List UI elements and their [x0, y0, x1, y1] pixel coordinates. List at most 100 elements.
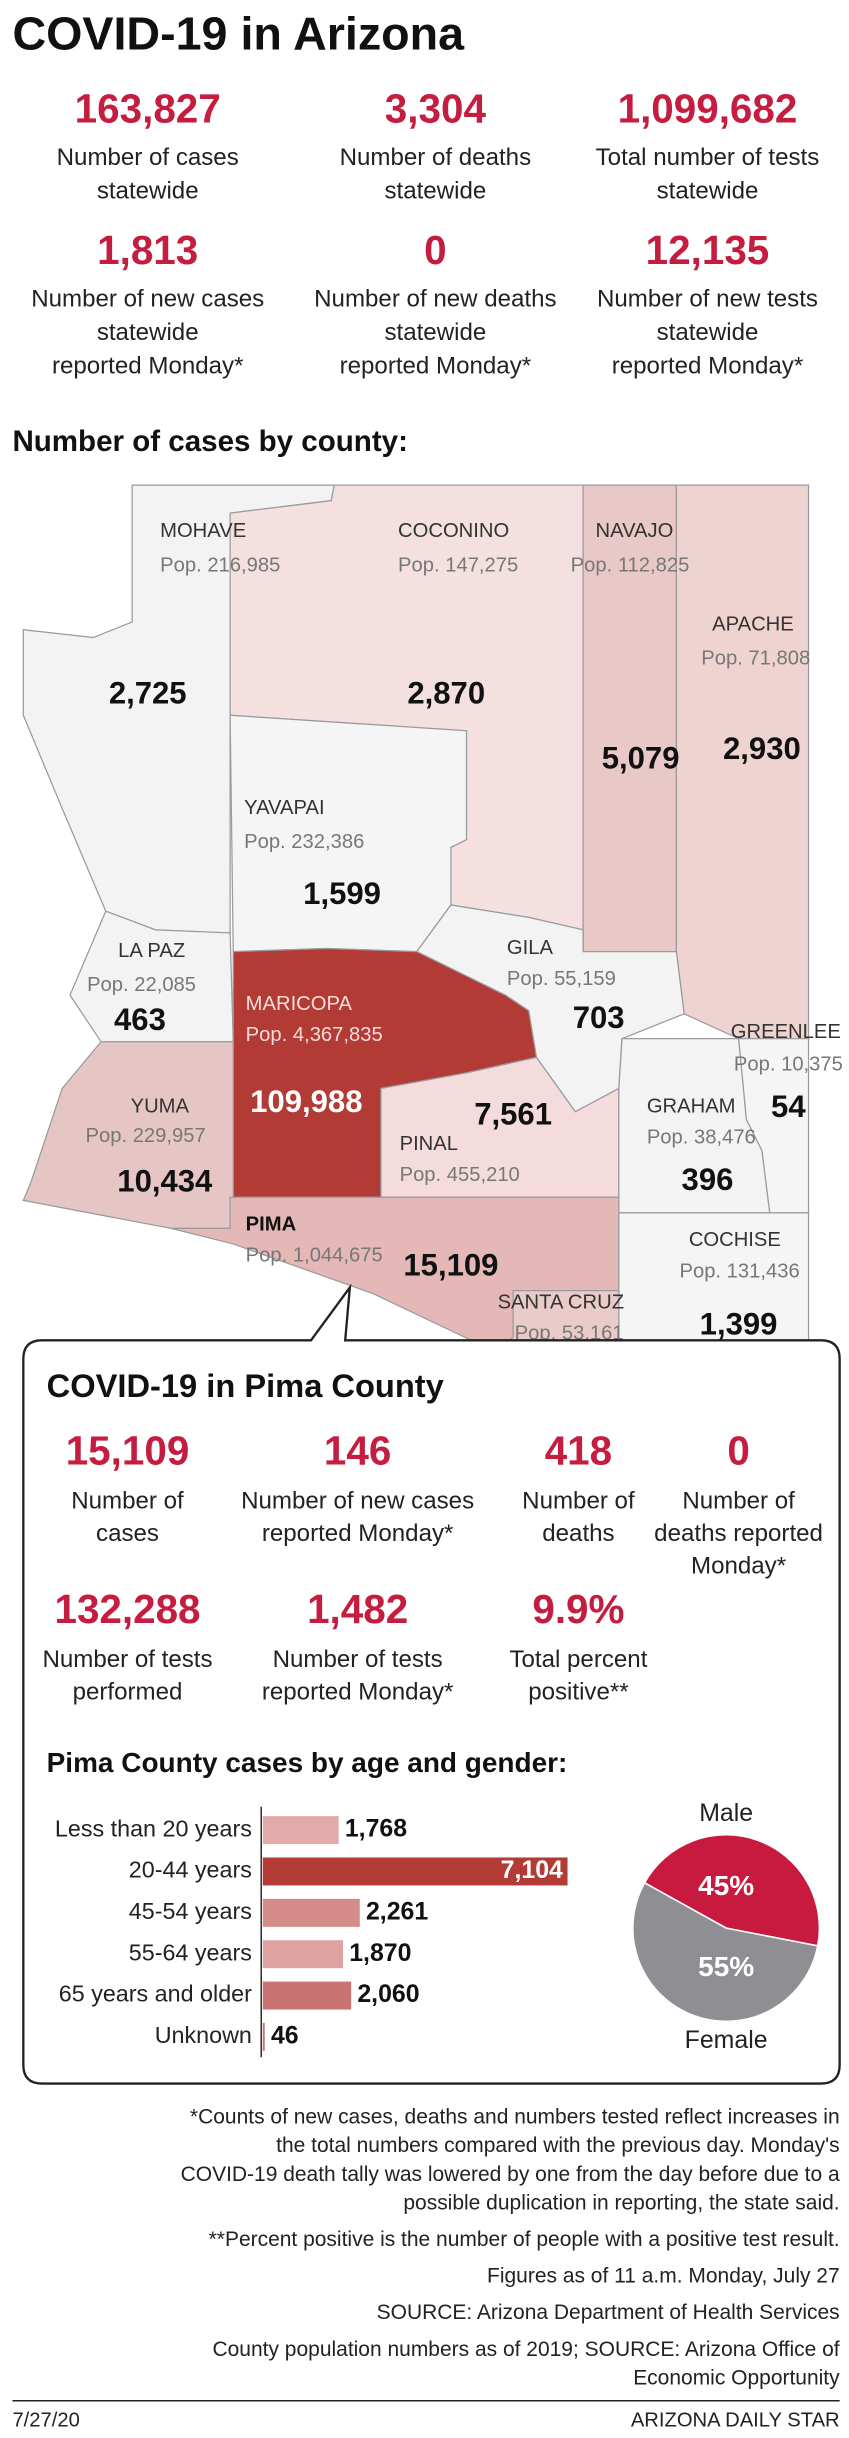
county-cases: 15,109 [403, 1247, 498, 1282]
county-cases: 1,599 [303, 876, 381, 911]
pima-stat-value: 9.9% [532, 1586, 624, 1632]
stat-value: 163,827 [75, 86, 221, 132]
footer-date: 7/27/20 [12, 2409, 79, 2431]
county-name: MARICOPA [246, 993, 353, 1015]
county-cases: 396 [682, 1162, 734, 1197]
stat-label: reported Monday* [612, 352, 804, 379]
county-name: GILA [507, 937, 554, 959]
county-population: Pop. 10,375 [734, 1053, 843, 1075]
bar-value-label: 46 [271, 2021, 299, 2049]
county-name: MOHAVE [160, 520, 246, 542]
bar [262, 1857, 568, 1886]
county-name: LA PAZ [118, 940, 185, 962]
county-name: COCHISE [689, 1229, 781, 1251]
county-population: Pop. 71,808 [701, 648, 810, 670]
pie-value-label: 55% [698, 1951, 754, 1982]
pie-value-label: 45% [698, 1870, 754, 1901]
stat-label: Total number of tests [596, 144, 820, 171]
county-cases: 109,988 [250, 1084, 362, 1119]
title: COVID-19 in Arizona [12, 8, 465, 60]
county-population: Pop. 53,161 [515, 1322, 624, 1344]
pie-category: Male [699, 1799, 753, 1827]
pima-stat-label: Number of [682, 1487, 795, 1514]
county-name: NAVAJO [596, 520, 674, 542]
county-cases: 2,930 [723, 731, 801, 766]
pima-stat-value: 1,482 [307, 1586, 408, 1632]
note-line: Economic Opportunity [633, 2367, 840, 2390]
stat-label: Number of new cases [31, 285, 264, 312]
county-population: Pop. 38,476 [647, 1127, 756, 1149]
bar-value-label: 1,768 [345, 1815, 407, 1843]
bar [262, 1898, 360, 1927]
bar-value-label: 2,060 [357, 1980, 419, 2008]
bar-value-label: 7,104 [501, 1856, 563, 1884]
county-cases: 10,434 [117, 1163, 213, 1198]
stat-label: statewide [97, 177, 199, 204]
pima-stat-label: reported Monday* [262, 1679, 454, 1706]
bar-category: Less than 20 years [55, 1815, 252, 1841]
county-name: PINAL [400, 1133, 458, 1155]
county-population: Pop. 4,367,835 [246, 1024, 383, 1046]
note-line: the total numbers compared with the prev… [276, 2134, 840, 2157]
pima-stat-label: Number of [71, 1487, 184, 1514]
county-name: YUMA [131, 1095, 190, 1117]
stat-label: Number of new tests [597, 285, 818, 312]
stat-value: 12,135 [646, 227, 770, 273]
county-population: Pop. 112,825 [571, 554, 690, 576]
pima-stat-value: 0 [727, 1428, 749, 1474]
county-cases: 54 [771, 1089, 806, 1124]
pima-stat-label: reported Monday* [262, 1520, 454, 1547]
county-cases: 7,561 [474, 1097, 552, 1132]
note-line: SOURCE: Arizona Department of Health Ser… [377, 2301, 840, 2324]
pima-stat-label: Total percent [509, 1646, 647, 1673]
county-cases: 2,870 [407, 675, 485, 710]
bar [262, 1816, 339, 1845]
pima-stat-value: 132,288 [54, 1586, 200, 1632]
bar-value-label: 1,870 [349, 1939, 411, 1967]
stat-value: 1,099,682 [618, 86, 798, 132]
bar [262, 1981, 352, 2010]
pima-title: COVID-19 in Pima County [47, 1367, 444, 1404]
content: COVID-19 in Arizona 163,827 Number of case… [12, 8, 843, 2431]
note-line: possible duplication in reporting, the s… [403, 2192, 839, 2215]
county-cases: 463 [114, 1002, 166, 1037]
pima-stat-label: positive** [528, 1679, 628, 1706]
note-line: **Percent positive is the number of peop… [209, 2228, 840, 2251]
county-population: Pop. 455,210 [400, 1164, 520, 1186]
county-cases: 5,079 [602, 741, 680, 776]
bar-category: 45-54 years [129, 1898, 252, 1924]
county-population: Pop. 1,044,675 [246, 1245, 383, 1267]
stat-label: reported Monday* [52, 352, 244, 379]
county-population: Pop. 55,159 [507, 968, 616, 990]
bar-category: Unknown [155, 2022, 252, 2048]
callout-box [22, 1283, 841, 2085]
stat-label: statewide [657, 319, 759, 346]
county-name: GRAHAM [647, 1095, 736, 1117]
bar-category: 20-44 years [129, 1857, 252, 1883]
pima-stat-label: Number of [522, 1487, 635, 1514]
bar-category: 55-64 years [129, 1939, 252, 1965]
county-name: APACHE [712, 613, 794, 635]
pima-stat-value: 146 [324, 1428, 391, 1474]
stat-label: Number of new deaths [314, 285, 556, 312]
pima-stat-label: performed [73, 1679, 183, 1706]
stat-value: 1,813 [97, 227, 198, 273]
stat-label: statewide [97, 319, 199, 346]
stat-label: Number of deaths [340, 144, 532, 171]
bar-value-label: 2,261 [366, 1897, 428, 1925]
stat-label: statewide [384, 177, 486, 204]
note-line: COVID-19 death tally was lowered by one … [181, 2163, 840, 2186]
pima-stat-value: 15,109 [66, 1428, 190, 1474]
county-name: COCONINO [398, 520, 509, 542]
bar [262, 1940, 344, 1969]
bar-category: 65 years and older [59, 1981, 252, 2007]
pima-stat-label: Number of new cases [241, 1487, 474, 1514]
stat-value: 0 [424, 227, 446, 273]
county-cases: 2,725 [109, 675, 187, 710]
note-line: *Counts of new cases, deaths and numbers… [190, 2105, 840, 2128]
county-name: SANTA CRUZ [498, 1291, 624, 1313]
county-name: YAVAPAI [244, 797, 324, 819]
pima-stat-label: cases [96, 1520, 159, 1547]
